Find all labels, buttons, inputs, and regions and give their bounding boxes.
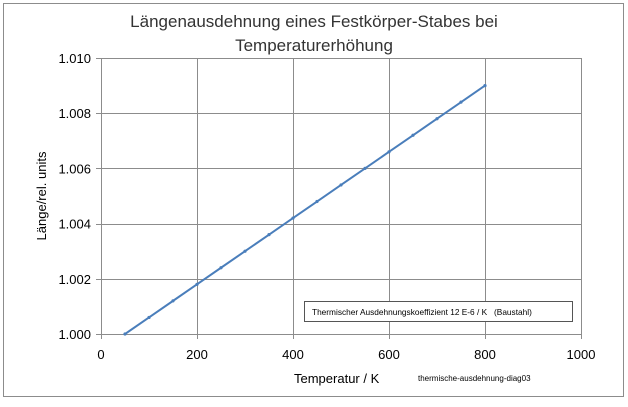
chart-title-line2: Temperaturerhöhung — [235, 36, 393, 55]
x-tick-label: 0 — [97, 347, 104, 362]
y-axis-label: Länge/rel. units — [34, 151, 49, 240]
data-point — [123, 332, 127, 336]
x-tick-label: 600 — [378, 347, 400, 362]
data-point — [315, 199, 319, 204]
legend-note-text: Thermischer Ausdehnungskoeffizient 12 E-… — [312, 307, 532, 317]
data-point — [219, 266, 223, 270]
plot-area-border — [101, 58, 582, 335]
series-line — [124, 84, 486, 335]
x-tick-label: 1000 — [567, 347, 596, 362]
data-point — [291, 216, 295, 220]
y-tick-label: 1.002 — [58, 272, 91, 287]
data-point — [411, 133, 415, 137]
y-tick-label: 1.008 — [58, 106, 91, 121]
y-tick-labels: 1.000 1.002 1.004 1.006 1.008 1.010 — [58, 51, 91, 342]
data-point — [435, 117, 439, 121]
data-point — [267, 233, 271, 237]
data-point — [147, 315, 151, 320]
data-point — [387, 150, 391, 154]
data-point — [339, 183, 343, 187]
y-tick-label: 1.000 — [58, 327, 91, 342]
data-point — [459, 100, 463, 104]
data-point — [171, 299, 175, 303]
chart-title-line1: Längenausdehnung eines Festkörper-Stabes… — [130, 12, 498, 31]
x-axis-label: Temperatur / K — [294, 371, 380, 386]
chart-outer-border — [3, 3, 624, 397]
x-tick-labels: 0 200 400 600 800 1000 — [97, 347, 595, 362]
x-tick-label: 400 — [282, 347, 304, 362]
y-tick-label: 1.010 — [58, 51, 91, 66]
legend-note-box — [304, 301, 573, 322]
data-point — [363, 166, 367, 170]
series-group — [123, 84, 487, 336]
data-point — [243, 249, 247, 253]
x-tick-label: 200 — [186, 347, 208, 362]
data-point — [195, 282, 199, 286]
data-point — [483, 84, 487, 88]
x-tick-label: 800 — [474, 347, 496, 362]
diagram-watermark: thermische-ausdehnung-diag03 — [418, 374, 531, 383]
y-tick-label: 1.006 — [58, 161, 91, 176]
y-tick-label: 1.004 — [58, 217, 91, 232]
